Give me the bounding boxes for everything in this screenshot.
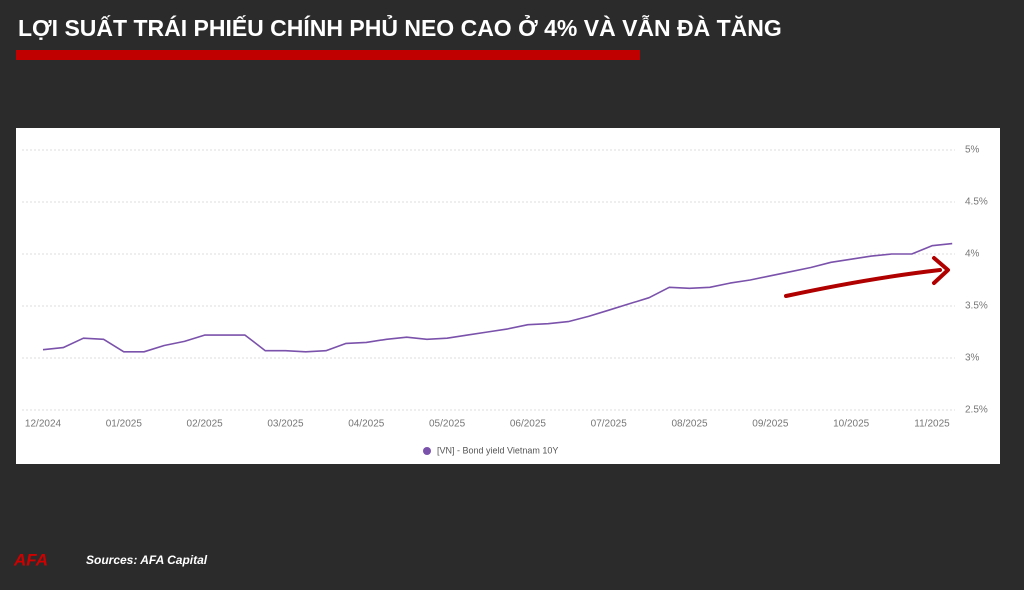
x-tick-label: 09/2025 bbox=[752, 419, 789, 430]
x-tick-label: 05/2025 bbox=[429, 419, 466, 430]
x-tick-label: 07/2025 bbox=[591, 419, 628, 430]
x-tick-label: 10/2025 bbox=[833, 419, 870, 430]
x-tick-label: 03/2025 bbox=[267, 419, 304, 430]
title-underline bbox=[16, 50, 640, 60]
series-line bbox=[42, 242, 953, 353]
y-tick-label: 4% bbox=[965, 249, 980, 260]
legend-label: [VN] - Bond yield Vietnam 10Y bbox=[437, 445, 558, 455]
x-tick-label: 06/2025 bbox=[510, 419, 547, 430]
slide-title: LỢI SUẤT TRÁI PHIẾU CHÍNH PHỦ NEO CAO Ở … bbox=[18, 13, 782, 41]
trend-arrow bbox=[784, 268, 942, 298]
trend-arrowhead bbox=[932, 256, 950, 285]
logo: AFA bbox=[13, 550, 48, 569]
y-tick-label: 4.5% bbox=[965, 197, 988, 208]
x-tick-label: 08/2025 bbox=[671, 419, 708, 430]
x-tick-label: 01/2025 bbox=[106, 419, 143, 430]
x-tick-label: 04/2025 bbox=[348, 419, 385, 430]
x-tick-label: 02/2025 bbox=[187, 419, 224, 430]
legend-marker bbox=[423, 447, 431, 455]
y-tick-label: 3% bbox=[965, 353, 980, 364]
y-tick-label: 3.5% bbox=[965, 301, 988, 312]
plot: 2.5% 3% 3.5% 4% 4.5% 5% 12/2024 01/2025 02/2025 0… bbox=[22, 145, 988, 455]
x-tick-label: 11/2025 bbox=[914, 419, 950, 430]
source: Sources: AFA Capital bbox=[86, 553, 208, 567]
y-tick-label: 2.5% bbox=[965, 405, 988, 416]
y-tick-label: 5% bbox=[965, 145, 980, 156]
chart-panel bbox=[16, 128, 1000, 464]
x-tick-label: 12/2024 bbox=[25, 419, 62, 430]
